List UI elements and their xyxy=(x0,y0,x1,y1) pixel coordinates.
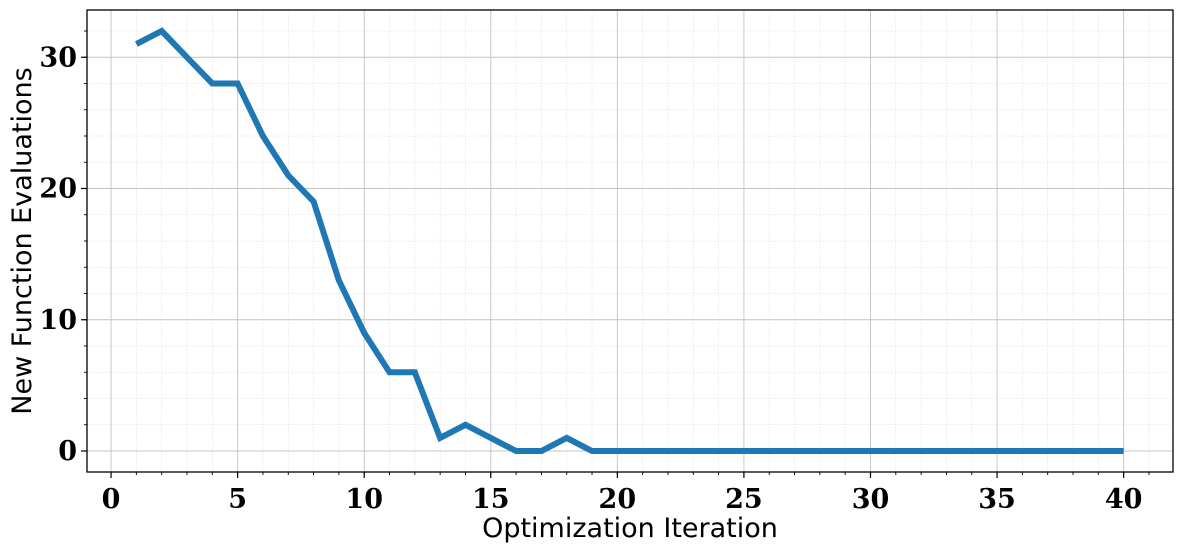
axis-ticks xyxy=(81,30,1150,478)
series-layer xyxy=(135,27,1124,454)
y-tick-label: 10 xyxy=(39,305,77,336)
tick-labels: 0 5 10 15 20 25 30 35 40 0 10 20 30 xyxy=(39,42,1142,515)
minor-grid xyxy=(87,10,1173,472)
x-tick-label: 25 xyxy=(725,484,763,515)
x-tick-label: 10 xyxy=(345,484,383,515)
y-tick-label: 0 xyxy=(58,436,77,467)
y-axis-label: New Function Evaluations xyxy=(7,67,38,414)
x-tick-label: 35 xyxy=(978,484,1016,515)
x-tick-label: 40 xyxy=(1105,484,1143,515)
series-line xyxy=(135,27,1124,454)
x-axis-label: Optimization Iteration xyxy=(482,513,778,544)
x-tick-label: 5 xyxy=(228,484,247,515)
x-tick-label: 20 xyxy=(599,484,637,515)
x-tick-label: 30 xyxy=(852,484,890,515)
x-tick-label: 0 xyxy=(102,484,121,515)
y-tick-label: 30 xyxy=(39,42,77,73)
y-tick-label: 20 xyxy=(39,174,77,205)
x-tick-label: 15 xyxy=(472,484,510,515)
